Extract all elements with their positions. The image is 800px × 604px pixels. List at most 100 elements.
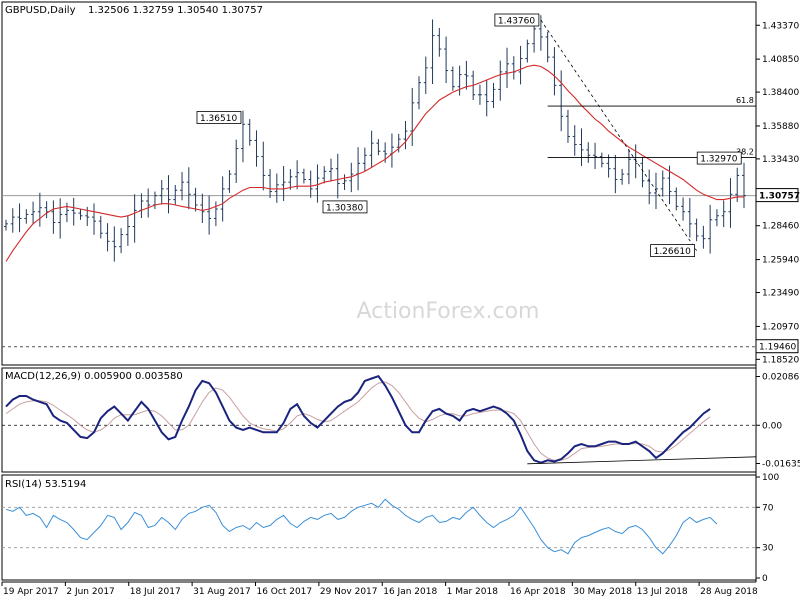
price-bar (376, 139, 381, 156)
fib-level-label: 38.2 (736, 148, 754, 157)
price-tick-label: 1.23490 (762, 289, 799, 299)
price-bar (152, 191, 157, 210)
price-bar (240, 110, 245, 163)
price-bar (444, 36, 449, 84)
price-bar (735, 167, 740, 202)
price-bar (687, 198, 692, 238)
price-bar (139, 193, 144, 219)
price-bar (606, 154, 611, 178)
time-tick-label: 18 Jul 2017 (130, 587, 181, 597)
ohlc-label: 1.32506 1.32759 1.30540 1.30757 (88, 5, 263, 16)
price-bar (132, 194, 137, 243)
annotation-box (322, 200, 368, 214)
price-bar (633, 144, 638, 179)
price-annotation: 1.43760 (494, 13, 540, 27)
rsi-tick-label: 0 (762, 574, 768, 584)
price-bar (186, 167, 191, 210)
price-bar (437, 27, 442, 57)
time-tick-label: 19 Apr 2017 (3, 587, 59, 597)
price-bar (200, 193, 205, 224)
price-bar (281, 166, 286, 201)
price-tick-label: 1.40850 (762, 55, 799, 65)
price-bar (119, 228, 124, 254)
rsi-line (5, 498, 718, 555)
price-tick-label: 1.28460 (762, 222, 799, 232)
price-bar (423, 56, 428, 94)
price-bar (369, 130, 374, 168)
price-bar (51, 200, 56, 234)
price-bar (234, 139, 239, 183)
price-bar (647, 169, 652, 205)
price-bar (146, 188, 151, 218)
price-tick-label: 1.25940 (762, 256, 799, 266)
rsi-tick-label: 100 (762, 473, 779, 483)
price-bar (356, 147, 361, 191)
time-tick-label: 29 Nov 2017 (320, 587, 378, 597)
macd-tick-label: 0.00 (762, 421, 782, 431)
price-bar (24, 209, 29, 224)
price-bar (620, 168, 625, 185)
price-bar (545, 31, 550, 63)
price-bar (396, 133, 401, 153)
price-bar (112, 226, 117, 262)
time-tick-label: 16 Apr 2018 (510, 587, 566, 597)
price-bar (362, 147, 367, 171)
price-bar (308, 170, 313, 198)
macd-title: MACD(12,26,9) 0.005900 0.003580 (5, 371, 183, 382)
level-box-text: 1.19460 (759, 343, 796, 353)
price-bar (335, 153, 340, 199)
price-bar (681, 197, 686, 221)
rsi-title: RSI(14) 53.5194 (5, 479, 86, 490)
macd-line (5, 375, 711, 464)
price-bar (247, 119, 252, 146)
price-annotation: 1.32970 (696, 151, 742, 165)
price-bar (105, 223, 110, 252)
price-bar (159, 180, 164, 205)
level-box-bg (755, 339, 799, 354)
price-bar (288, 169, 293, 190)
price-bar (430, 19, 435, 85)
annotation-box (696, 151, 742, 165)
price-bar (410, 87, 415, 146)
price-tick-label: 1.33430 (762, 155, 799, 165)
price-bar (538, 15, 543, 51)
price-bar (511, 56, 516, 80)
price-bar (180, 172, 185, 201)
current-price-text: 1.30757 (759, 192, 800, 202)
price-bar (728, 178, 733, 228)
price-bar (349, 162, 354, 193)
price-bar (4, 219, 8, 231)
price-bar (565, 109, 570, 143)
price-bar (491, 82, 496, 108)
price-bar (44, 201, 49, 219)
time-tick-label: 31 Aug 2017 (193, 587, 251, 597)
price-bar (593, 142, 598, 170)
annotation-text: 1.43760 (498, 17, 535, 27)
price-bar (572, 125, 577, 156)
price-bar (552, 47, 557, 96)
rsi-tick-label: 30 (762, 544, 774, 554)
annotation-text: 1.32970 (700, 155, 737, 165)
price-bar (98, 215, 103, 239)
price-bar (626, 149, 631, 185)
price-bar (498, 60, 503, 101)
price-bar (586, 142, 591, 163)
price-bar (714, 209, 719, 227)
price-tick-label: 1.43370 (762, 21, 799, 31)
price-bar (674, 187, 679, 211)
moving-average-line (5, 64, 744, 262)
price-bar (166, 175, 171, 214)
high-low-trendline (540, 19, 697, 251)
price-bar (227, 170, 232, 193)
price-tick-label: 1.20970 (762, 322, 799, 332)
price-bar (450, 66, 455, 91)
time-tick-label: 16 Jan 2018 (383, 587, 437, 597)
price-bar (721, 200, 726, 228)
price-bar (660, 170, 665, 197)
price-bar (613, 154, 618, 194)
annotation-box (494, 13, 540, 27)
price-bar (295, 160, 300, 190)
price-bar (701, 225, 706, 249)
